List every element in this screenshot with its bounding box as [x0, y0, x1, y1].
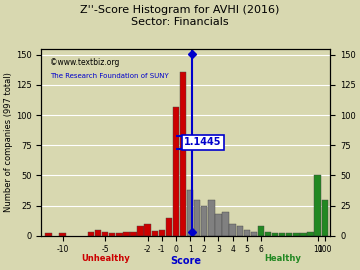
Bar [314, 176, 321, 236]
Bar [251, 232, 257, 236]
Bar [321, 200, 328, 236]
Bar [215, 214, 222, 236]
Bar [286, 233, 292, 236]
Bar [222, 212, 229, 236]
Bar [279, 233, 285, 236]
Bar [208, 200, 215, 236]
Y-axis label: Number of companies (997 total): Number of companies (997 total) [4, 72, 13, 212]
Bar [144, 224, 151, 236]
Bar [95, 230, 101, 236]
Bar [244, 230, 250, 236]
Bar [45, 233, 52, 236]
Bar [300, 233, 307, 236]
Bar [166, 218, 172, 236]
Text: Healthy: Healthy [264, 254, 301, 263]
Bar [194, 200, 201, 236]
Bar [159, 230, 165, 236]
Bar [180, 72, 186, 236]
Bar [272, 233, 278, 236]
Bar [173, 107, 179, 236]
Bar [265, 232, 271, 236]
Bar [130, 232, 137, 236]
Bar [307, 232, 314, 236]
Text: The Research Foundation of SUNY: The Research Foundation of SUNY [50, 73, 169, 79]
Bar [138, 226, 144, 236]
Bar [88, 232, 94, 236]
Bar [116, 233, 122, 236]
Text: Z''-Score Histogram for AVHI (2016)
Sector: Financials: Z''-Score Histogram for AVHI (2016) Sect… [80, 5, 280, 27]
X-axis label: Score: Score [170, 256, 201, 266]
Bar [201, 205, 207, 236]
Bar [102, 232, 108, 236]
Bar [187, 190, 193, 236]
Bar [109, 233, 116, 236]
Text: ©www.textbiz.org: ©www.textbiz.org [50, 58, 120, 67]
Bar [258, 226, 264, 236]
Bar [229, 224, 236, 236]
Bar [237, 226, 243, 236]
Bar [152, 231, 158, 236]
Text: Unhealthy: Unhealthy [81, 254, 130, 263]
Bar [293, 233, 300, 236]
Bar [123, 232, 130, 236]
Text: 1.1445: 1.1445 [184, 137, 221, 147]
Bar [59, 233, 66, 236]
